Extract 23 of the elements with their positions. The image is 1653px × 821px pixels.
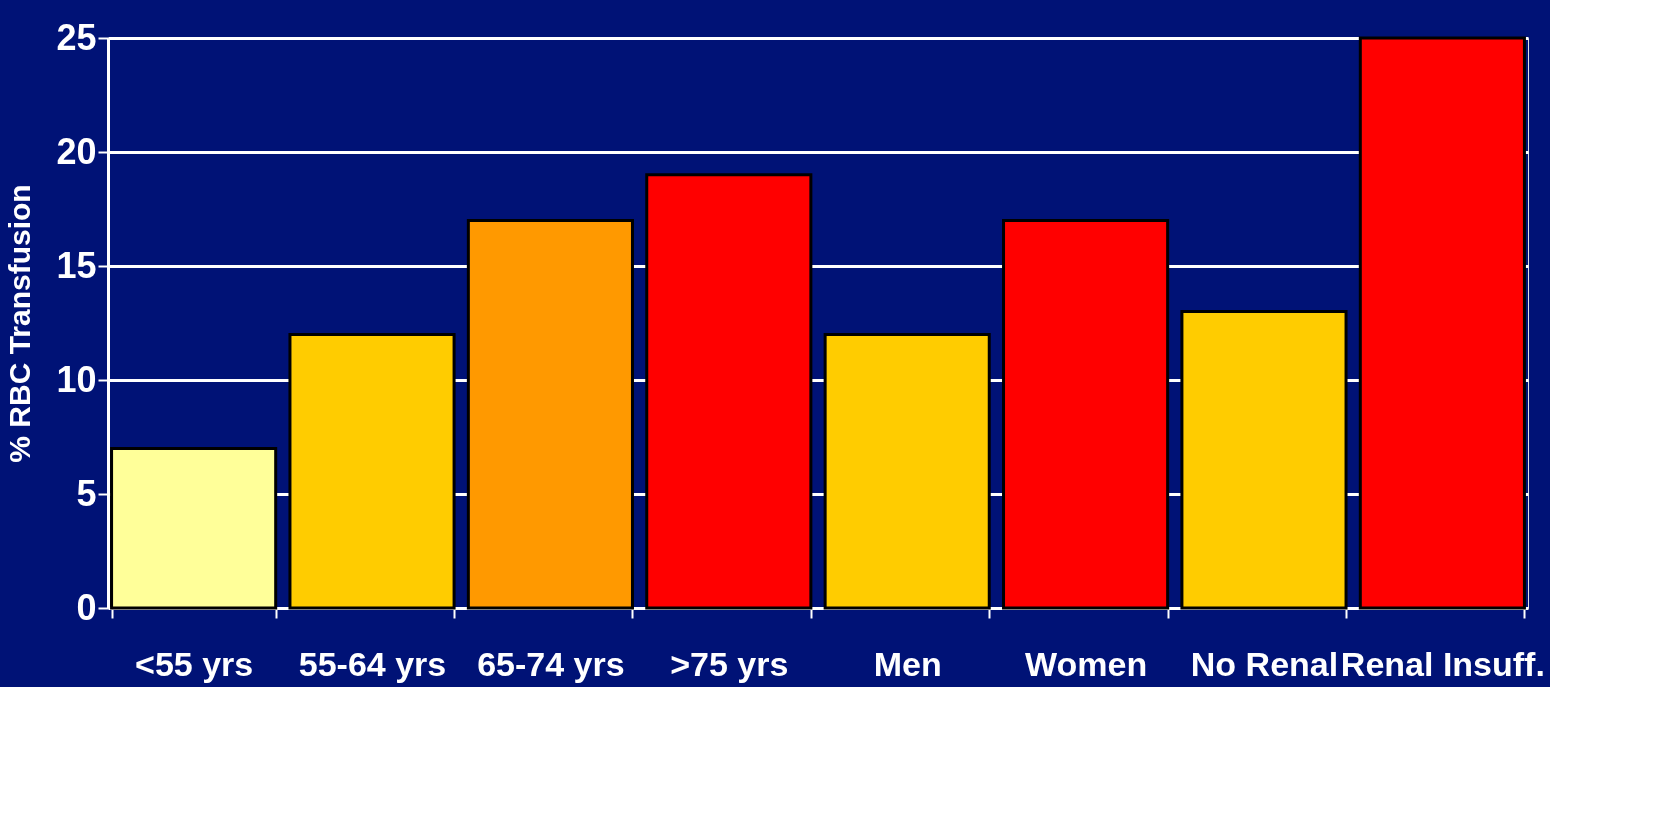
bar	[1180, 310, 1348, 610]
bar	[466, 218, 634, 610]
bar	[110, 446, 278, 610]
x-tick-label: Renal Insuff.	[1340, 644, 1545, 683]
y-tick-label: 25	[56, 16, 97, 58]
x-tick-label: 55-64 yrs	[298, 644, 447, 683]
x-tick-label: <55 yrs	[135, 644, 254, 683]
y-tick-label: 5	[76, 472, 97, 514]
x-tick-label: No Renal	[1190, 644, 1339, 683]
bar	[288, 332, 456, 610]
y-tick-label: 15	[56, 244, 97, 286]
x-tick-label: >75 yrs	[670, 644, 789, 683]
x-tick-label: Women	[1025, 644, 1148, 683]
y-tick-label: 10	[56, 358, 97, 400]
bar	[1002, 218, 1170, 610]
bar	[1358, 36, 1526, 610]
y-tick-label: 20	[56, 130, 97, 172]
y-axis-title: % RBC Transfusion	[3, 184, 37, 463]
bar	[645, 173, 813, 610]
x-tick-label: 65-74 yrs	[477, 644, 625, 683]
y-tick-label: 0	[76, 586, 97, 628]
x-tick-label: Men	[873, 644, 942, 683]
bar	[823, 332, 991, 610]
